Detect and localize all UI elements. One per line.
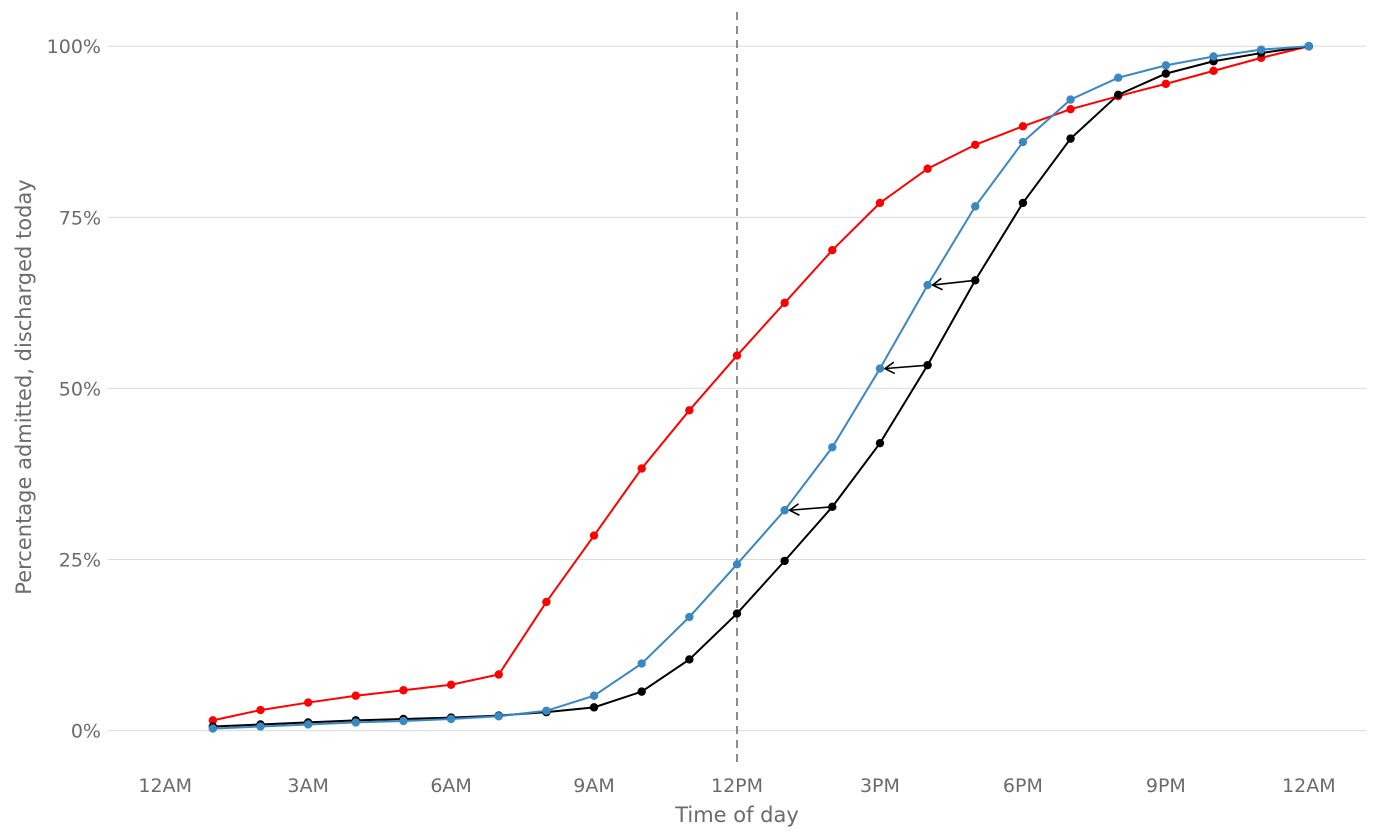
- series-3-point: [828, 443, 837, 452]
- y-tick-label: 25%: [59, 550, 101, 572]
- series-2-point: [1018, 198, 1028, 208]
- series-1-point: [1209, 66, 1218, 76]
- series-1-point: [1161, 79, 1171, 89]
- arrow-shaft: [932, 279, 976, 286]
- x-tick-label: 3PM: [860, 775, 900, 797]
- series-3-point: [494, 712, 503, 721]
- series-1-point: [1018, 122, 1028, 131]
- shift-arrows: [788, 277, 976, 516]
- series-2-point: [1161, 69, 1171, 78]
- series-1-point: [494, 670, 503, 679]
- series-3-point: [446, 714, 456, 724]
- series-3-point: [542, 706, 551, 715]
- arrow-shaft: [789, 506, 833, 512]
- x-tick-label: 6AM: [430, 775, 471, 797]
- series-lines: [212, 45, 1310, 730]
- series-3-point: [971, 202, 980, 211]
- series-3-point: [1304, 42, 1314, 51]
- series-1-point: [637, 464, 646, 473]
- series-3-point: [589, 691, 599, 700]
- series-line-3: [212, 45, 1309, 730]
- series-1-point: [303, 698, 313, 707]
- series-3-point: [685, 612, 694, 622]
- series-1-point: [208, 716, 218, 725]
- series-1-point: [351, 691, 360, 700]
- y-tick-label: 0%: [71, 721, 101, 743]
- series-3-point: [732, 560, 742, 569]
- x-tick-label: 12AM: [1282, 775, 1336, 797]
- x-tick-label: 3AM: [287, 775, 328, 797]
- series-1-point: [780, 298, 789, 308]
- series-3-point: [303, 720, 313, 729]
- series-2-point: [1114, 90, 1123, 100]
- series-3-point: [1161, 61, 1171, 70]
- series-3-point: [1256, 45, 1266, 54]
- series-3-point: [1209, 52, 1218, 61]
- x-tick-label: 9PM: [1146, 775, 1186, 797]
- series-1-point: [732, 351, 742, 360]
- y-tick-label: 50%: [59, 378, 101, 400]
- series-2-point: [732, 609, 742, 618]
- series-3-point: [208, 724, 218, 733]
- series-3-point: [1114, 73, 1123, 82]
- series-3-point: [780, 506, 789, 515]
- arrow-shaft: [884, 364, 928, 370]
- series-3-point: [1018, 137, 1028, 147]
- series-2-point: [780, 556, 789, 566]
- series-1-point: [542, 597, 551, 607]
- arrow-head: [931, 277, 943, 291]
- series-1-point: [875, 198, 885, 208]
- gridlines: [108, 45, 1366, 732]
- series-3-point: [256, 722, 265, 731]
- series-line-1: [212, 45, 1310, 722]
- x-axis-tick-labels: 12AM 3AM 6AM 9AM 12PM 3PM 6PM 9PM 12AM: [138, 775, 1335, 797]
- series-2-point: [1066, 134, 1075, 143]
- series-2-point: [685, 655, 694, 664]
- series-2-point: [637, 687, 646, 696]
- series-2-point: [971, 276, 980, 285]
- series-1-point: [256, 705, 265, 715]
- x-tick-label: 6PM: [1003, 775, 1043, 797]
- series-3-point: [399, 716, 408, 726]
- series-1-point: [1066, 104, 1075, 114]
- x-tick-label: 9AM: [573, 775, 614, 797]
- series-1-point: [446, 680, 456, 689]
- series-2-point: [875, 438, 885, 448]
- series-1-point: [971, 140, 980, 149]
- x-tick-label: 12PM: [711, 775, 763, 797]
- y-axis-tick-labels: 0% 25% 50% 75% 100%: [47, 36, 101, 742]
- x-axis-title: Time of day: [674, 803, 799, 827]
- data-points: [208, 42, 1314, 733]
- series-line-2: [212, 45, 1309, 728]
- series-3-point: [1066, 95, 1075, 104]
- series-3-point: [351, 718, 360, 727]
- series-1-point: [828, 245, 837, 255]
- series-2-point: [828, 502, 837, 512]
- series-1-point: [923, 164, 932, 173]
- series-3-point: [875, 364, 885, 373]
- series-1-point: [399, 686, 408, 695]
- series-2-point: [589, 703, 599, 712]
- y-axis-title: Percentage admitted, discharged today: [12, 179, 36, 594]
- arrow-head: [788, 503, 800, 516]
- x-tick-label: 12AM: [138, 775, 192, 797]
- series-1-point: [589, 531, 599, 540]
- series-3-point: [637, 659, 646, 668]
- y-tick-label: 75%: [59, 207, 101, 229]
- y-tick-label: 100%: [47, 36, 101, 58]
- series-1-point: [685, 406, 694, 415]
- series-2-point: [923, 360, 932, 370]
- series-3-point: [923, 280, 932, 290]
- arrow-head: [883, 361, 896, 375]
